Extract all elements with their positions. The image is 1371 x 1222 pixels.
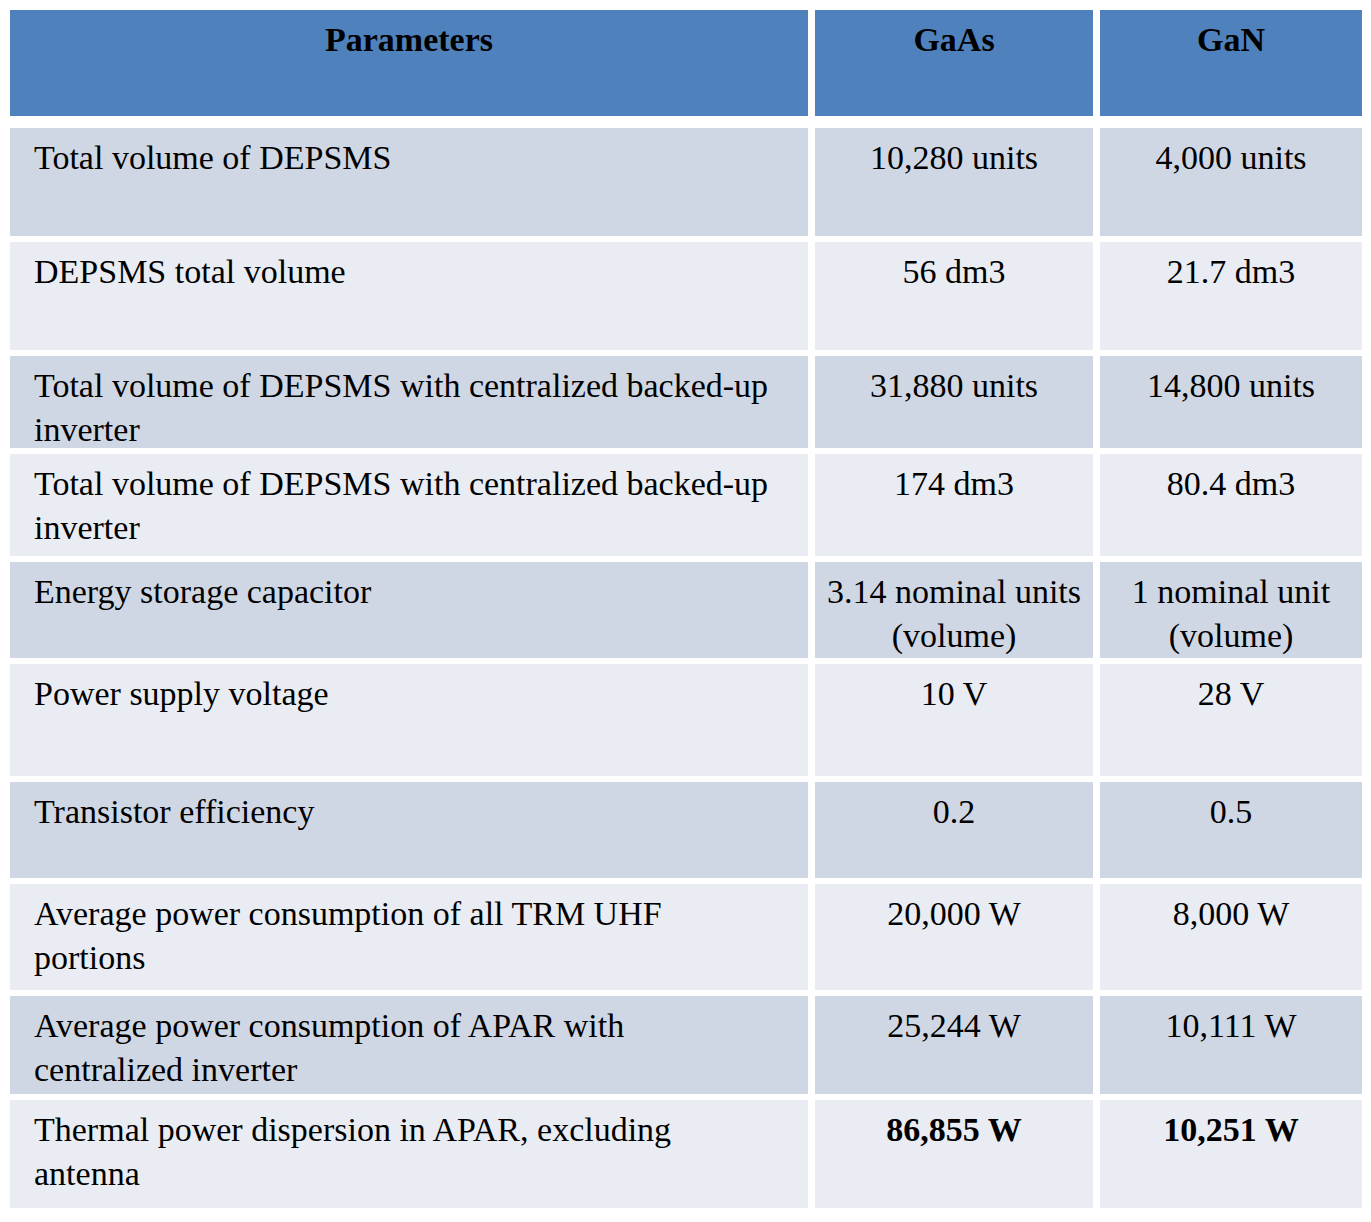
column-header-gaas: GaAs bbox=[815, 10, 1093, 122]
param-cell: Transistor efficiency bbox=[10, 782, 808, 878]
comparison-table: Parameters GaAs GaN Total volume of DEPS… bbox=[10, 10, 1362, 1208]
gaas-value-cell: 56 dm3 bbox=[815, 242, 1093, 350]
gaas-value-cell: 10 V bbox=[815, 664, 1093, 776]
gaas-value-cell: 3.14 nominal units (volume) bbox=[815, 562, 1093, 658]
gan-value-cell: 0.5 bbox=[1100, 782, 1362, 878]
param-cell: Thermal power dispersion in APAR, exclud… bbox=[10, 1100, 808, 1208]
param-cell: Average power consumption of APAR with c… bbox=[10, 996, 808, 1094]
column-header-gan: GaN bbox=[1100, 10, 1362, 122]
gaas-value-cell: 0.2 bbox=[815, 782, 1093, 878]
gan-value-cell: 1 nominal unit (volume) bbox=[1100, 562, 1362, 658]
param-cell: Total volume of DEPSMS with centralized … bbox=[10, 454, 808, 556]
column-header-parameters: Parameters bbox=[10, 10, 808, 122]
param-cell: Energy storage capacitor bbox=[10, 562, 808, 658]
gaas-value-cell: 31,880 units bbox=[815, 356, 1093, 448]
gan-value-cell: 14,800 units bbox=[1100, 356, 1362, 448]
gaas-value-cell: 10,280 units bbox=[815, 128, 1093, 236]
gaas-value-cell: 20,000 W bbox=[815, 884, 1093, 990]
gaas-value-cell: 86,855 W bbox=[815, 1100, 1093, 1208]
gan-value-cell: 21.7 dm3 bbox=[1100, 242, 1362, 350]
gaas-value-cell: 25,244 W bbox=[815, 996, 1093, 1094]
param-cell: Average power consumption of all TRM UHF… bbox=[10, 884, 808, 990]
gan-value-cell: 80.4 dm3 bbox=[1100, 454, 1362, 556]
gan-value-cell: 28 V bbox=[1100, 664, 1362, 776]
gaas-value-cell: 174 dm3 bbox=[815, 454, 1093, 556]
gan-value-cell: 8,000 W bbox=[1100, 884, 1362, 990]
gan-value-cell: 4,000 units bbox=[1100, 128, 1362, 236]
param-cell: Total volume of DEPSMS bbox=[10, 128, 808, 236]
gan-value-cell: 10,251 W bbox=[1100, 1100, 1362, 1208]
param-cell: DEPSMS total volume bbox=[10, 242, 808, 350]
gan-value-cell: 10,111 W bbox=[1100, 996, 1362, 1094]
param-cell: Power supply voltage bbox=[10, 664, 808, 776]
param-cell: Total volume of DEPSMS with centralized … bbox=[10, 356, 808, 448]
page: Parameters GaAs GaN Total volume of DEPS… bbox=[0, 0, 1371, 1222]
